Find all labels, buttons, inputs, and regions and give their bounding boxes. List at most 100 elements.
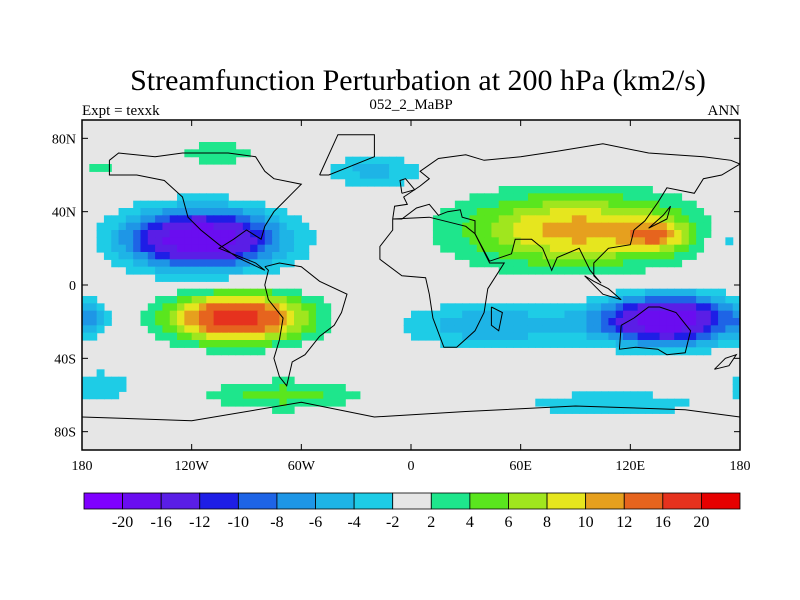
contour-cell xyxy=(557,325,566,334)
contour-cell xyxy=(674,398,683,407)
contour-cell xyxy=(571,259,580,268)
contour-cell xyxy=(191,310,200,319)
contour-cell xyxy=(527,222,536,231)
contour-cell xyxy=(469,340,478,348)
contour-cell xyxy=(491,318,500,326)
contour-cell xyxy=(447,318,456,326)
contour-cell xyxy=(688,347,697,356)
contour-cell xyxy=(593,208,602,216)
contour-cell xyxy=(725,318,734,326)
contour-cell xyxy=(666,296,675,304)
contour-cell xyxy=(147,222,156,231)
contour-cell xyxy=(235,230,244,238)
contour-cell xyxy=(82,391,90,400)
contour-cell xyxy=(586,230,595,238)
contour-cell xyxy=(527,244,536,253)
contour-cell xyxy=(476,200,485,209)
contour-cell xyxy=(564,208,573,216)
x-tick-label: 180 xyxy=(730,459,751,474)
contour-cell xyxy=(571,398,580,407)
contour-cell xyxy=(228,156,237,165)
contour-cell xyxy=(652,406,661,414)
contour-cell xyxy=(103,391,112,400)
contour-cell xyxy=(235,215,244,224)
contour-cell xyxy=(279,244,288,253)
contour-cell xyxy=(184,288,193,297)
contour-cell xyxy=(703,318,712,326)
contour-cell xyxy=(549,215,558,224)
contour-cell xyxy=(688,288,697,297)
contour-cell xyxy=(440,208,449,216)
contour-cell xyxy=(213,156,222,165)
contour-cell xyxy=(601,391,609,400)
contour-cell xyxy=(162,274,171,282)
contour-cell xyxy=(644,200,653,209)
contour-cell xyxy=(315,296,324,304)
contour-cell xyxy=(644,193,653,202)
contour-cell xyxy=(513,222,522,231)
contour-cell xyxy=(301,332,310,341)
contour-cell xyxy=(198,274,207,282)
contour-cell xyxy=(506,340,514,348)
contour-cell xyxy=(286,318,295,326)
contour-cell xyxy=(111,391,120,400)
contour-cell xyxy=(593,406,602,414)
contour-cell xyxy=(601,193,609,202)
contour-cell xyxy=(491,332,500,341)
contour-cell xyxy=(593,318,602,326)
contour-cell xyxy=(191,193,200,202)
coastline xyxy=(399,178,416,194)
contour-cell xyxy=(235,244,244,253)
contour-cell xyxy=(593,398,602,407)
contour-cell xyxy=(623,398,631,407)
contour-cell xyxy=(389,156,397,165)
contour-cell xyxy=(89,310,98,319)
contour-cell xyxy=(257,259,266,268)
contour-cell xyxy=(484,208,493,216)
contour-cell xyxy=(432,230,441,238)
contour-cell xyxy=(623,237,631,246)
contour-cell xyxy=(440,222,449,231)
colorbar-label: 8 xyxy=(543,514,551,531)
contour-cell xyxy=(623,332,631,341)
contour-cell xyxy=(198,252,207,260)
contour-cell xyxy=(103,237,112,246)
contour-cell xyxy=(527,193,536,202)
contour-cell xyxy=(513,325,522,334)
contour-cell xyxy=(732,340,740,348)
contour-cell xyxy=(432,318,441,326)
contour-cell xyxy=(513,237,522,246)
contour-cell xyxy=(469,325,478,334)
contour-cell xyxy=(345,171,354,180)
contour-cell xyxy=(623,340,631,348)
contour-cell xyxy=(696,244,705,253)
coastlines xyxy=(82,134,740,422)
contour-cell xyxy=(710,332,719,341)
contour-cell xyxy=(549,193,558,202)
contour-cell xyxy=(177,340,185,348)
contour-cell xyxy=(630,200,639,209)
contour-cell xyxy=(257,310,266,319)
contour-cell xyxy=(184,310,193,319)
contour-cell xyxy=(630,296,639,304)
contour-cell xyxy=(191,252,200,260)
contour-cell xyxy=(688,318,697,326)
colorbar-swatch xyxy=(315,492,355,510)
contour-cell xyxy=(608,237,617,246)
contour-cell xyxy=(688,325,697,334)
contour-cell xyxy=(118,222,127,231)
contour-cell xyxy=(250,200,259,209)
contour-cell xyxy=(681,318,690,326)
contour-cell xyxy=(162,303,171,312)
contour-cell xyxy=(498,318,507,326)
contour-cell xyxy=(608,391,617,400)
contour-cell xyxy=(242,384,251,392)
contour-cell xyxy=(564,244,573,253)
contour-cell xyxy=(264,244,273,253)
contour-cell xyxy=(652,296,661,304)
colorbar-label: 10 xyxy=(578,514,594,531)
contour-cell xyxy=(513,193,522,202)
contour-cell xyxy=(476,222,485,231)
contour-cell xyxy=(308,296,317,304)
contour-cell xyxy=(213,332,222,341)
